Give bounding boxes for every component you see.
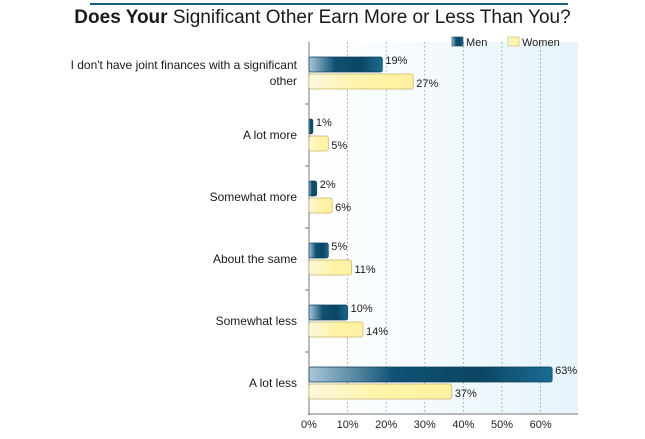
bar-men — [308, 366, 553, 383]
x-tick-label: 0% — [301, 419, 317, 431]
data-label-women: 27% — [416, 78, 438, 90]
category-label: Somewhat less — [216, 314, 297, 328]
chart-title-rest: Significant Other Earn More or Less Than… — [167, 7, 571, 28]
data-label-women: 5% — [331, 140, 347, 152]
bar-women — [308, 197, 333, 214]
x-tick-label: 10% — [337, 419, 359, 431]
x-tick-label: 50% — [491, 419, 513, 431]
data-label-men: 10% — [351, 303, 373, 315]
x-tick-label: 20% — [375, 419, 397, 431]
data-label-women: 14% — [366, 326, 388, 338]
category-label: About the same — [213, 252, 297, 266]
chart-title-bold: Does Your — [74, 7, 168, 28]
legend-swatch-men — [451, 36, 464, 47]
legend-label-men: Men — [466, 37, 487, 49]
x-tick-label: 30% — [414, 419, 436, 431]
plot-background — [309, 42, 578, 414]
category-label: A lot less — [249, 376, 297, 390]
bar-women — [308, 383, 453, 400]
data-label-women: 37% — [455, 388, 477, 400]
bar-women — [308, 73, 414, 90]
category-label: Somewhat more — [210, 190, 298, 204]
category-label: A lot more — [243, 128, 297, 142]
data-label-women: 6% — [335, 202, 351, 214]
legend-swatch-women — [507, 36, 520, 47]
chart-title: Does Your Significant Other Earn More or… — [0, 7, 645, 29]
x-tick-label: 60% — [530, 419, 552, 431]
bar-men — [308, 118, 314, 135]
x-tick-label: 40% — [452, 419, 474, 431]
bar-men — [308, 180, 318, 197]
data-label-men: 1% — [316, 117, 332, 129]
bar-women — [308, 321, 364, 338]
bar-men — [308, 304, 348, 321]
category-label: I don't have joint finances with a signi… — [71, 58, 298, 72]
legend-label-women: Women — [522, 37, 560, 49]
bar-women — [308, 259, 352, 276]
bar-men — [308, 242, 329, 259]
data-label-men: 63% — [555, 365, 577, 377]
data-label-men: 5% — [331, 241, 347, 253]
title-rule — [90, 3, 568, 5]
bar-men — [308, 56, 383, 73]
data-label-men: 2% — [320, 179, 336, 191]
data-label-men: 19% — [385, 55, 407, 67]
data-label-women: 11% — [354, 264, 375, 276]
bar-women — [308, 135, 329, 152]
category-label: other — [270, 74, 297, 88]
